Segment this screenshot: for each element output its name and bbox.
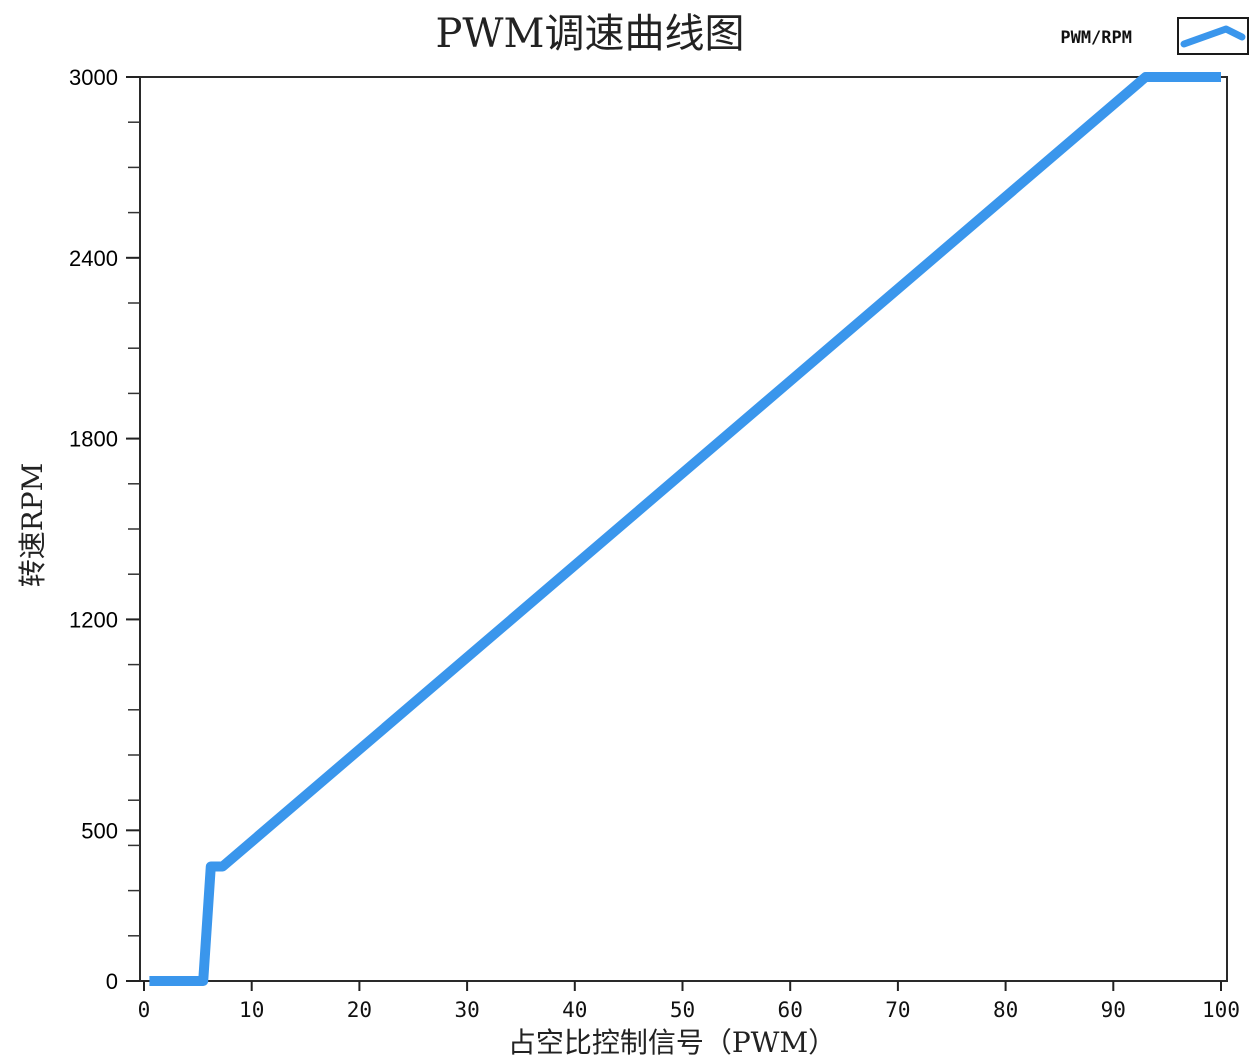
x-axis: 0 10 20 30 40 50 60 70 80 90 100 xyxy=(138,981,1240,1022)
x-tick-label: 70 xyxy=(885,998,910,1022)
legend: PWM/RPM xyxy=(1060,17,1249,55)
y-axis-label: 转速RPM xyxy=(16,463,49,588)
x-tick-label: 50 xyxy=(670,998,695,1022)
chart-title: PWM调速曲线图 xyxy=(436,11,745,57)
y-tick-label: 3000 xyxy=(69,65,118,90)
legend-label: PWM/RPM xyxy=(1060,28,1132,48)
x-tick-label: 10 xyxy=(239,998,264,1022)
x-tick-label: 0 xyxy=(138,998,151,1022)
x-tick-label: 40 xyxy=(562,998,587,1022)
x-tick-label: 30 xyxy=(454,998,479,1022)
y-tick-label: 1200 xyxy=(69,607,118,632)
y-tick-label: 2400 xyxy=(69,246,118,271)
series-line xyxy=(149,72,1221,986)
x-axis-label: 占空比控制信号（PWM） xyxy=(508,1026,836,1059)
x-tick-label: 90 xyxy=(1101,998,1126,1022)
plot-area-frame xyxy=(139,76,1228,982)
x-tick-label: 60 xyxy=(778,998,803,1022)
series-layer xyxy=(149,72,1221,986)
x-tick-label: 100 xyxy=(1202,998,1240,1022)
legend-swatch-line xyxy=(1180,25,1246,48)
y-axis: 0 500 1200 1800 2400 3000 xyxy=(69,65,140,994)
y-tick-label: 0 xyxy=(106,969,118,994)
y-tick-label: 500 xyxy=(81,818,118,843)
y-tick-label: 1800 xyxy=(69,427,118,452)
x-tick-label: 80 xyxy=(993,998,1018,1022)
y-minor-ticks xyxy=(128,121,140,937)
x-tick-label: 20 xyxy=(347,998,372,1022)
